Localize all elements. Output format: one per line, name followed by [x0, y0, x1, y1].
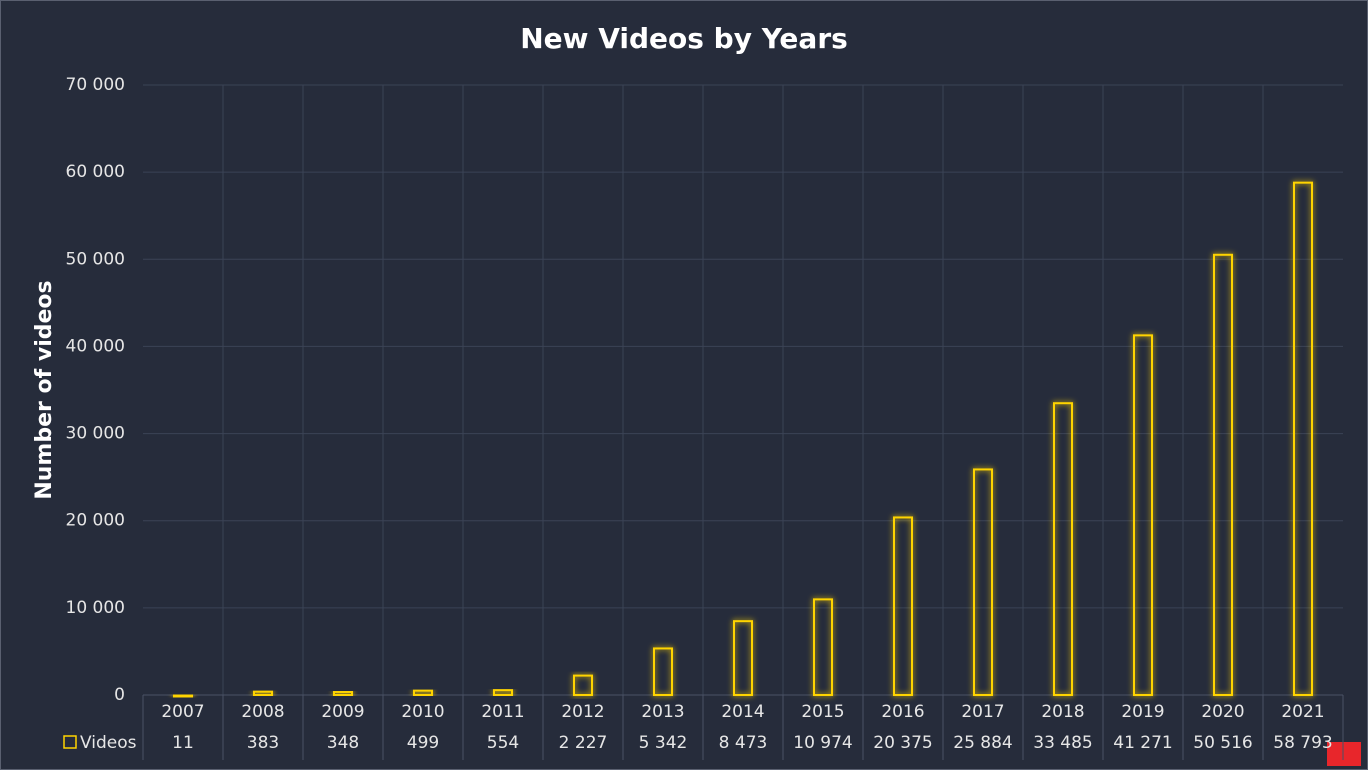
table-value: 58 793: [1273, 733, 1332, 753]
y-tick-label: 70 000: [66, 75, 125, 95]
bar: [493, 689, 513, 697]
bar: [1133, 334, 1153, 696]
x-tick-label: 2014: [721, 702, 764, 722]
x-tick-label: 2008: [241, 702, 284, 722]
x-tick-label: 2011: [481, 702, 524, 722]
y-tick-label: 60 000: [66, 162, 125, 182]
bar: [573, 674, 593, 696]
table-value: 348: [327, 733, 359, 753]
table-value: 8 473: [719, 733, 768, 753]
x-tick-label: 2019: [1121, 702, 1164, 722]
legend-swatch: [63, 735, 77, 749]
x-tick-label: 2021: [1281, 702, 1324, 722]
bar: [413, 689, 433, 696]
table-value: 33 485: [1033, 733, 1092, 753]
table-value: 50 516: [1193, 733, 1252, 753]
table-value: 499: [407, 733, 439, 753]
bar: [813, 598, 833, 697]
bar: [893, 516, 913, 696]
y-axis-label: Number of videos: [32, 280, 57, 499]
table-value: 25 884: [953, 733, 1012, 753]
bar: [733, 620, 753, 697]
x-tick-label: 2016: [881, 702, 924, 722]
table-value: 5 342: [639, 733, 688, 753]
chart-title: New Videos by Years: [520, 22, 848, 55]
table-value: 11: [172, 733, 194, 753]
table-value: 41 271: [1113, 733, 1172, 753]
y-tick-label: 20 000: [66, 511, 125, 531]
x-tick-label: 2013: [641, 702, 684, 722]
x-tick-label: 2015: [801, 702, 844, 722]
bar: [173, 693, 193, 698]
legend-label: Videos: [80, 733, 137, 753]
bar: [1293, 181, 1313, 696]
table-value: 10 974: [793, 733, 852, 753]
bar: [1053, 402, 1073, 696]
x-tick-label: 2010: [401, 702, 444, 722]
bar: [1213, 253, 1233, 696]
bar: [973, 468, 993, 696]
y-tick-label: 30 000: [66, 424, 125, 444]
x-tick-label: 2009: [321, 702, 364, 722]
y-tick-label: 40 000: [66, 336, 125, 356]
table-value: 2 227: [559, 733, 608, 753]
y-tick-label: 10 000: [66, 598, 125, 618]
table-value: 383: [247, 733, 279, 753]
table-value: 20 375: [873, 733, 932, 753]
bar: [333, 690, 353, 696]
table-value: 554: [487, 733, 519, 753]
logo: [1327, 742, 1361, 766]
bar: [253, 690, 273, 696]
x-tick-label: 2012: [561, 702, 604, 722]
y-tick-label: 0: [114, 685, 125, 705]
x-tick-label: 2007: [161, 702, 204, 722]
y-tick-label: 50 000: [66, 249, 125, 269]
x-tick-label: 2018: [1041, 702, 1084, 722]
x-tick-label: 2017: [961, 702, 1004, 722]
bar: [653, 647, 673, 697]
x-tick-label: 2020: [1201, 702, 1244, 722]
